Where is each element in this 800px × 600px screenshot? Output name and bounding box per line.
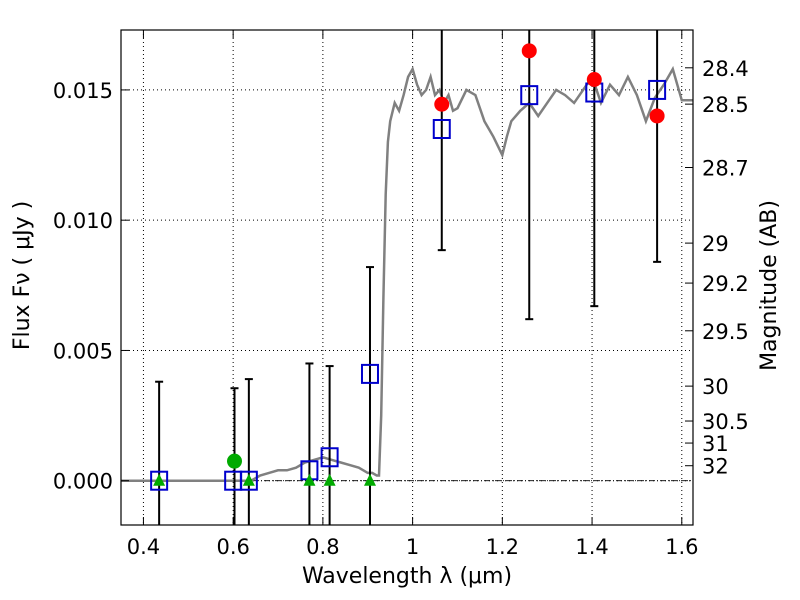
magnitude-tick-label: 29 <box>702 232 729 256</box>
model-flux-square <box>432 119 451 139</box>
y-tick-labels: 0.000 0.005 0.010 0.015 <box>53 79 113 494</box>
x-tick-label: 0.4 <box>127 535 160 559</box>
model-flux-square <box>320 447 339 468</box>
magnitude-tick-label: 28.4 <box>702 57 749 81</box>
model-flux-square <box>648 79 667 100</box>
x-tick-label: 1.6 <box>665 535 698 559</box>
magnitude-tick-label: 29.5 <box>702 320 749 344</box>
x-tick-label: 0.8 <box>306 535 339 559</box>
upper-limit-marker <box>323 473 336 486</box>
y-tick-label: 0.010 <box>53 209 113 233</box>
x-tick-label: 0.6 <box>216 535 249 559</box>
upper-limit-marker <box>303 473 316 486</box>
plot-frame <box>120 29 694 526</box>
grid-lines <box>121 30 693 525</box>
magnitude-tick-label: 29.2 <box>702 272 749 296</box>
observed-flux-point <box>586 72 602 87</box>
magnitude-tick-label: 30.5 <box>702 410 749 434</box>
upper-limit-marker <box>363 473 376 486</box>
upper-limit-marker <box>242 473 255 486</box>
x-tick-label: 1 <box>406 535 419 559</box>
x-axis-label: Wavelength λ (μm) <box>302 564 512 589</box>
y-tick-label: 0.015 <box>53 79 113 103</box>
magnitude-axis-label: Magnitude (AB) <box>757 200 782 371</box>
magnitude-tick-label: 32 <box>702 455 729 479</box>
observed-flux-point <box>521 43 537 59</box>
magnitude-tick-label: 30 <box>702 375 729 399</box>
x-tick-labels: 0.4 0.6 0.8 1 1.2 1.4 1.6 <box>127 535 699 559</box>
x-tick-label: 1.2 <box>486 535 519 559</box>
data-markers <box>150 43 667 491</box>
magnitude-tick-label: 31 <box>702 432 729 456</box>
model-flux-square <box>239 470 258 491</box>
error-bars <box>155 30 662 525</box>
model-flux-square <box>360 363 379 384</box>
model-flux-square <box>520 85 539 106</box>
magnitude-tick-label: 28.5 <box>702 93 749 117</box>
model-sed-curve <box>121 65 693 482</box>
model-flux-square <box>150 470 169 491</box>
detection-point <box>227 453 243 469</box>
axis-ticks <box>121 30 693 525</box>
magnitude-tick-label: 28.7 <box>702 156 749 180</box>
y-tick-label: 0.000 <box>53 470 113 494</box>
observed-flux-point <box>434 96 450 112</box>
y-tick-label: 0.005 <box>53 339 113 363</box>
observed-flux-point <box>649 108 665 124</box>
x-tick-label: 1.4 <box>575 535 608 559</box>
upper-limit-marker <box>153 473 166 486</box>
y-axis-label: Flux Fν ( μJy ) <box>10 201 35 350</box>
